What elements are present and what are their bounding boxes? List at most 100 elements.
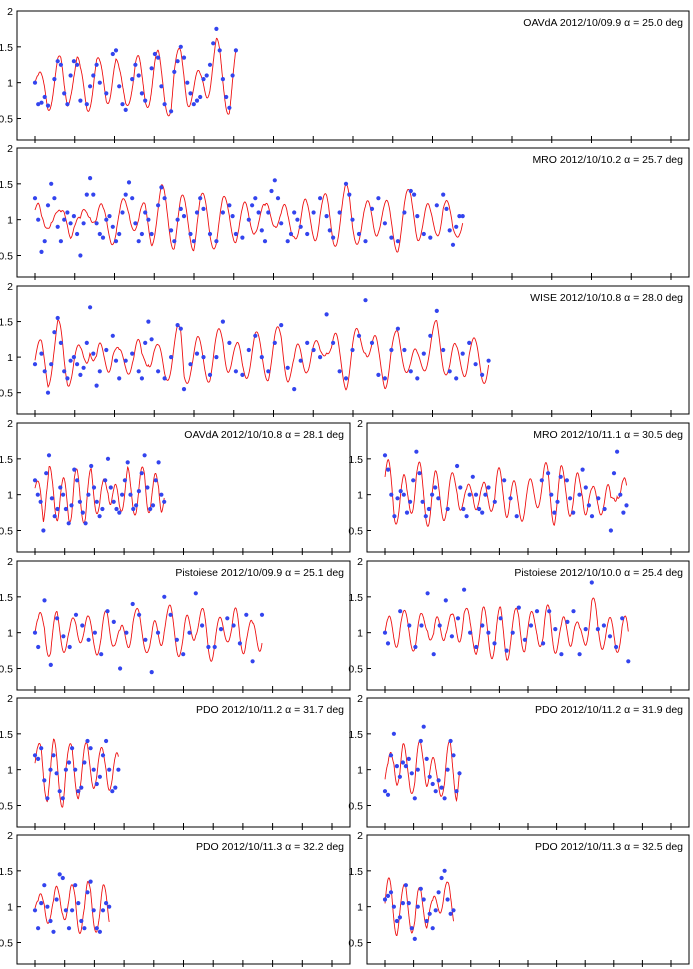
data-point bbox=[94, 62, 99, 67]
data-point bbox=[91, 767, 96, 772]
data-point bbox=[385, 641, 391, 646]
panel-frame bbox=[16, 834, 351, 965]
data-point bbox=[32, 196, 38, 201]
data-point bbox=[51, 753, 56, 758]
data-point bbox=[156, 203, 161, 208]
data-point bbox=[82, 926, 87, 931]
data-point bbox=[46, 453, 52, 458]
data-point bbox=[104, 217, 109, 222]
data-point bbox=[483, 492, 488, 497]
data-point bbox=[97, 80, 102, 85]
data-point bbox=[146, 217, 151, 222]
data-point bbox=[279, 221, 284, 226]
data-point bbox=[78, 253, 83, 258]
data-point bbox=[178, 44, 183, 49]
data-point bbox=[70, 746, 75, 751]
data-point bbox=[211, 41, 216, 46]
y-tick-label: 2 bbox=[357, 830, 363, 842]
data-point bbox=[454, 376, 459, 381]
data-point bbox=[445, 767, 450, 772]
data-point bbox=[116, 767, 121, 772]
data-point bbox=[400, 901, 405, 906]
data-point bbox=[137, 612, 142, 617]
data-point bbox=[246, 217, 251, 222]
data-point bbox=[54, 771, 59, 776]
data-point bbox=[94, 926, 99, 931]
data-point bbox=[412, 192, 417, 197]
data-point bbox=[44, 471, 49, 476]
data-point bbox=[100, 506, 105, 512]
data-point bbox=[441, 192, 446, 197]
data-point bbox=[60, 796, 65, 801]
data-point bbox=[620, 616, 625, 621]
data-point bbox=[78, 98, 83, 103]
data-point bbox=[107, 767, 112, 772]
y-tick-label: 1 bbox=[7, 490, 13, 502]
y-tick-label: 0.5 bbox=[0, 801, 13, 813]
data-point bbox=[181, 55, 187, 60]
lightcurve-panel: 0.5 1 1.5 2 PDO 2012/10/11.3 α = 32.2 deg bbox=[0, 830, 351, 967]
data-point bbox=[130, 601, 135, 607]
data-point bbox=[42, 239, 47, 244]
data-point bbox=[504, 648, 509, 653]
data-point bbox=[510, 630, 515, 635]
data-point bbox=[136, 369, 141, 374]
data-point bbox=[539, 478, 544, 483]
data-point bbox=[595, 627, 601, 632]
data-point bbox=[175, 323, 180, 328]
data-point bbox=[285, 365, 290, 370]
model-curve bbox=[34, 319, 490, 391]
data-point bbox=[32, 908, 38, 913]
data-point bbox=[52, 330, 57, 335]
data-point bbox=[75, 62, 80, 67]
data-point bbox=[194, 210, 200, 215]
data-point bbox=[388, 753, 394, 758]
data-point bbox=[477, 506, 482, 512]
data-point bbox=[198, 196, 203, 201]
data-point bbox=[194, 351, 200, 356]
data-point bbox=[233, 369, 238, 374]
data-point bbox=[324, 214, 329, 219]
data-point bbox=[449, 634, 454, 639]
data-point bbox=[480, 372, 485, 377]
y-tick-label: 0.5 bbox=[0, 251, 13, 263]
data-point bbox=[120, 102, 125, 107]
data-point bbox=[100, 235, 106, 240]
data-point bbox=[385, 792, 391, 797]
data-point bbox=[279, 323, 284, 328]
data-point bbox=[402, 210, 407, 215]
data-point bbox=[230, 214, 235, 219]
data-point bbox=[88, 84, 93, 89]
data-point bbox=[85, 890, 90, 895]
data-point bbox=[134, 503, 139, 508]
data-point bbox=[54, 897, 59, 902]
y-tick-label: 1 bbox=[7, 352, 13, 364]
data-point bbox=[91, 351, 96, 356]
data-point bbox=[39, 249, 44, 254]
data-point bbox=[621, 510, 626, 515]
data-point bbox=[69, 503, 74, 508]
data-point bbox=[42, 94, 47, 100]
data-point bbox=[389, 492, 394, 497]
lightcurve-panel: 0.5 1 1.5 2 PDO 2012/10/11.2 α = 31.9 deg bbox=[348, 693, 690, 830]
model-curve bbox=[34, 881, 110, 934]
data-point bbox=[259, 228, 264, 233]
data-point bbox=[266, 210, 271, 215]
data-point bbox=[181, 214, 187, 219]
data-point bbox=[409, 771, 414, 776]
data-point bbox=[36, 926, 41, 931]
data-point bbox=[200, 623, 205, 628]
data-point bbox=[91, 192, 96, 197]
data-point bbox=[480, 510, 485, 515]
data-point bbox=[400, 760, 405, 765]
data-point bbox=[395, 326, 400, 331]
data-point bbox=[71, 214, 76, 219]
data-point bbox=[168, 612, 173, 617]
data-point bbox=[149, 231, 154, 237]
data-point bbox=[193, 591, 198, 596]
data-point bbox=[107, 904, 112, 909]
lightcurve-panel: 0.5 1 1.5 2 Pistoiese 2012/10/09.9 α = 25.1 … bbox=[0, 556, 351, 693]
data-point bbox=[149, 670, 154, 675]
data-point bbox=[397, 915, 402, 920]
data-point bbox=[36, 217, 41, 222]
